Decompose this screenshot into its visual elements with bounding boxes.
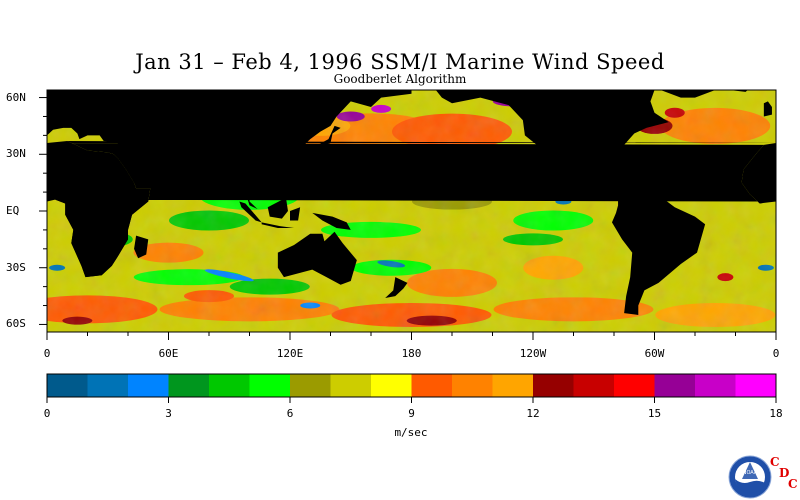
colorbar-swatch [452, 374, 493, 397]
lat-label: 30S [6, 260, 26, 274]
colorbar-tick-label: 18 [769, 407, 783, 420]
colorbar-swatch [371, 374, 412, 397]
colorbar-tick-label: 3 [165, 407, 172, 420]
colorbar-tick-label: 6 [286, 407, 294, 420]
colorbar-swatch [573, 374, 614, 397]
cdc-letter: D [779, 466, 790, 480]
axis-ticks [39, 97, 777, 340]
colorbar-swatch [290, 374, 331, 397]
colorbar [46, 373, 777, 403]
map-title: Jan 31 – Feb 4, 1996 SSM/I Marine Wind S… [135, 50, 665, 74]
lat-label: 60S [6, 317, 26, 331]
land-masses [47, 90, 776, 315]
colorbar-swatch [209, 374, 250, 397]
colorbar-swatch [614, 374, 655, 397]
colorbar-swatch [87, 374, 128, 397]
colorbar-tick-label: 9 [408, 407, 415, 420]
colorbar-tick-label: 15 [647, 407, 662, 420]
lon-label: 60E [158, 347, 179, 360]
lon-label: 120W [519, 347, 547, 360]
colorbar-swatch [411, 374, 452, 397]
colorbar-tick-label: 0 [43, 407, 51, 420]
colorbar-swatch [47, 374, 88, 397]
cdc-letter: C [788, 477, 798, 491]
noaa-logo-icon[interactable]: NOAA [728, 455, 772, 499]
colorbar-swatch [168, 374, 209, 397]
colorbar-swatch [654, 374, 695, 397]
colorbar-swatch [249, 374, 290, 397]
map-subtitle: Goodberlet Algorithm [333, 72, 467, 86]
colorbar-swatch [735, 374, 776, 397]
lon-label: 0 [772, 347, 780, 360]
colorbar-swatch [695, 374, 736, 397]
colorbar-swatch [533, 374, 574, 397]
lat-label: EQ [6, 204, 20, 217]
cdc-letter: C [770, 455, 780, 469]
colorbar-swatch [492, 374, 533, 397]
colorbar-units: m/sec [394, 426, 428, 439]
colorbar-swatch [330, 374, 371, 397]
lon-label: 180 [401, 347, 422, 360]
lon-label: 60W [644, 347, 665, 360]
lat-label: 30N [6, 147, 26, 161]
lat-label: 60N [6, 90, 26, 104]
colorbar-tick-label: 12 [526, 407, 540, 420]
colorbar-swatch [128, 374, 169, 397]
lon-label: 0 [43, 347, 51, 360]
logo-agency-text: NOAA [743, 470, 758, 476]
lon-label: 120E [276, 347, 304, 360]
